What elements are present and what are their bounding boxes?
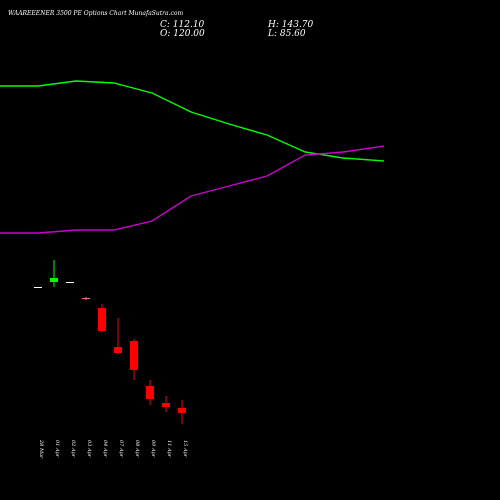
candle-body (82, 298, 90, 299)
candles (34, 260, 186, 424)
candle-body (146, 386, 154, 399)
candle-body (98, 308, 106, 331)
candle-body (162, 403, 170, 407)
candle-body (178, 408, 186, 413)
indicator-line-1 (0, 80, 385, 162)
x-axis: 28 Mar 01 Apr 02 Apr 03 Apr 04 Apr 07 Apr 08 A… (38, 439, 188, 459)
open-value: O: 120.00 (160, 29, 205, 39)
candle-body (34, 287, 42, 288)
indicator-line-2 (0, 145, 385, 234)
candle-body (50, 278, 58, 282)
x-tick-label: 08 Apr (134, 440, 140, 458)
indicator-lines (0, 80, 385, 234)
x-tick-label: 03 Apr (86, 440, 92, 458)
candle-body (66, 282, 74, 283)
x-tick-label: 04 Apr (102, 440, 108, 458)
high-value: H: 143.70 (268, 20, 314, 30)
low-value: L: 85.60 (268, 29, 306, 39)
candle-body (130, 341, 138, 370)
candle-body (114, 347, 122, 353)
x-tick-label: 02 Apr (70, 440, 76, 458)
x-tick-label: 07 Apr (118, 440, 124, 458)
x-tick-label: 11 Apr (166, 440, 172, 458)
chart-title: WAAREEENER 3500 PE Options Chart MunafaS… (8, 10, 184, 17)
x-tick-label: 01 Apr (54, 440, 60, 458)
x-tick-label: 28 Mar (38, 439, 44, 459)
close-value: C: 112.10 (160, 20, 205, 30)
x-tick-label: 15 Apr (182, 440, 188, 458)
x-tick-label: 09 Apr (150, 440, 156, 458)
